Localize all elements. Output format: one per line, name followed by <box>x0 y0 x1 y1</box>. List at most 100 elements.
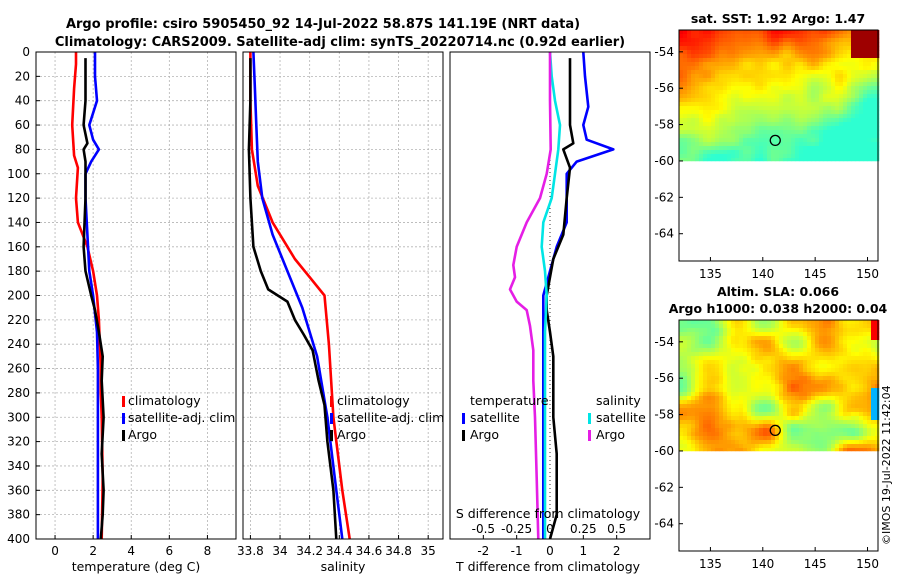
heatmap-cell <box>763 54 768 59</box>
heatmap-cell <box>683 58 688 63</box>
heatmap-cell <box>795 388 800 393</box>
heatmap-cell <box>823 66 828 71</box>
heatmap-cell <box>867 320 872 325</box>
heatmap-cell <box>687 320 692 325</box>
heatmap-cell <box>715 344 720 349</box>
heatmap-cell <box>687 368 692 373</box>
heatmap-cell <box>679 38 684 43</box>
heatmap-cell <box>843 404 848 409</box>
heatmap-cell <box>711 436 716 441</box>
heatmap-cell <box>779 74 784 79</box>
heatmap-cell <box>807 368 812 373</box>
heatmap-cell <box>743 78 748 83</box>
heatmap-cell <box>791 30 796 35</box>
heatmap-cell <box>787 82 792 87</box>
heatmap-cell <box>727 58 732 63</box>
heatmap-cell <box>779 122 784 127</box>
heatmap-cell <box>735 66 740 71</box>
heatmap-cell <box>783 392 788 397</box>
heatmap-cell <box>719 440 724 445</box>
heatmap-cell <box>691 90 696 95</box>
heatmap-cell <box>827 408 832 413</box>
heatmap-cell <box>843 432 848 437</box>
heatmap-cell <box>751 396 756 401</box>
heatmap-cell <box>851 372 856 377</box>
heatmap-cell <box>759 130 764 135</box>
series-line-temperature-argo <box>545 58 575 540</box>
heatmap-cell <box>695 396 700 401</box>
heatmap-cell <box>839 86 844 91</box>
heatmap-cell <box>751 424 756 429</box>
heatmap-cell <box>747 384 752 389</box>
heatmap-cell <box>755 146 760 151</box>
legend-swatch-argo <box>330 430 333 441</box>
heatmap-cell <box>719 154 724 159</box>
heatmap-cell <box>739 114 744 119</box>
heatmap-cell <box>687 448 692 452</box>
heatmap-cell <box>767 122 772 127</box>
heatmap-cell <box>683 412 688 417</box>
heatmap-cell <box>871 78 876 83</box>
heatmap-cell <box>819 396 824 401</box>
heatmap-cell <box>779 340 784 345</box>
heatmap-cell <box>695 90 700 95</box>
heatmap-cell <box>867 356 872 361</box>
heatmap-cell <box>767 62 772 67</box>
heatmap-cell <box>731 408 736 413</box>
heatmap-cell <box>827 50 832 55</box>
heatmap-cell <box>691 150 696 155</box>
heatmap-cell <box>855 66 860 71</box>
heatmap-cell <box>731 392 736 397</box>
heatmap-cell <box>787 90 792 95</box>
heatmap-cell <box>795 436 800 441</box>
heatmap-cell <box>759 436 764 441</box>
heatmap-cell <box>775 428 780 433</box>
heatmap-cell <box>839 408 844 413</box>
heatmap-cell <box>767 352 772 357</box>
heatmap-cell <box>683 142 688 147</box>
heatmap-cell <box>775 138 780 143</box>
heatmap-cell <box>815 436 820 441</box>
heatmap-cell <box>759 368 764 373</box>
heatmap-cell <box>715 58 720 63</box>
heatmap-cell <box>847 364 852 369</box>
heatmap-cell <box>871 138 876 143</box>
heatmap-cell <box>755 130 760 135</box>
heatmap-cell <box>747 348 752 353</box>
heatmap-cell <box>695 86 700 91</box>
heatmap-cell <box>679 82 684 87</box>
heatmap-cell <box>851 424 856 429</box>
s-tick-label: 0 <box>546 522 554 536</box>
heatmap-cell <box>699 328 704 333</box>
heatmap-cell <box>719 420 724 425</box>
heatmap-cell <box>783 376 788 381</box>
heatmap-cell <box>863 46 868 51</box>
heatmap-cell <box>791 376 796 381</box>
heatmap-cell <box>795 376 800 381</box>
heatmap-cell <box>759 440 764 445</box>
heatmap-cell <box>843 106 848 111</box>
heatmap-cell <box>727 360 732 365</box>
heatmap-cell <box>727 158 732 162</box>
heatmap-cell <box>779 388 784 393</box>
heatmap-cell <box>815 118 820 123</box>
heatmap-cell <box>683 82 688 87</box>
heatmap-cell <box>731 428 736 433</box>
heatmap-cell <box>763 150 768 155</box>
heatmap-cell <box>843 138 848 143</box>
heatmap-cell <box>747 50 752 55</box>
heatmap-cell <box>823 348 828 353</box>
heatmap-cell <box>815 86 820 91</box>
lon-tick-label: 135 <box>699 557 722 571</box>
heatmap-cell <box>683 154 688 159</box>
heatmap-cell <box>731 90 736 95</box>
heatmap-cell <box>699 74 704 79</box>
heatmap-cell <box>723 412 728 417</box>
heatmap-cell <box>847 134 852 139</box>
heatmap-cell <box>823 380 828 385</box>
heatmap-cell <box>875 66 880 71</box>
heatmap-cell <box>867 122 872 127</box>
heatmap-cell <box>747 392 752 397</box>
heatmap-cell <box>739 154 744 159</box>
heatmap-cell <box>779 440 784 445</box>
